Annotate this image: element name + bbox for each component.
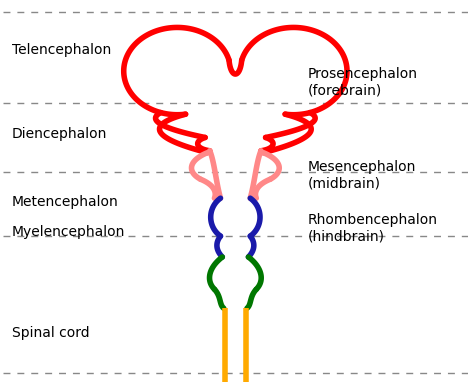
Text: Myelencephalon: Myelencephalon: [12, 225, 126, 239]
Text: Prosencephalon
(forebrain): Prosencephalon (forebrain): [308, 67, 418, 97]
Text: Diencephalon: Diencephalon: [12, 127, 108, 141]
Text: Metencephalon: Metencephalon: [12, 195, 119, 209]
Text: Spinal cord: Spinal cord: [12, 326, 90, 340]
Text: Mesencephalon
(midbrain): Mesencephalon (midbrain): [308, 160, 416, 191]
Text: Rhombencephalon
(hindbrain): Rhombencephalon (hindbrain): [308, 213, 438, 244]
Text: Telencephalon: Telencephalon: [12, 43, 111, 57]
